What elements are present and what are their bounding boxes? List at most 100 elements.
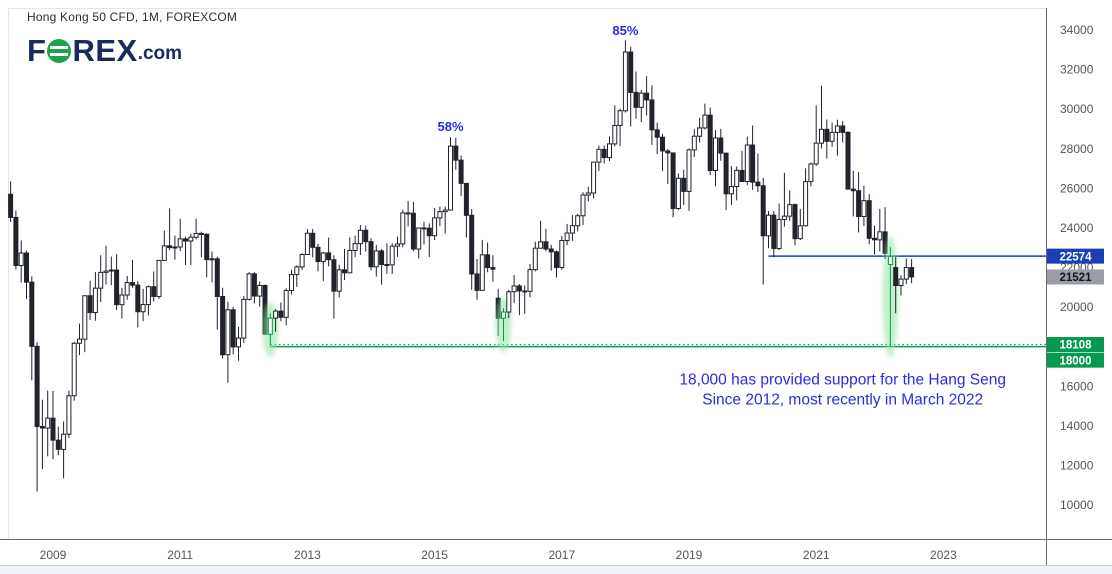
candle[interactable] — [723, 152, 729, 195]
candle[interactable] — [124, 282, 130, 296]
candle[interactable] — [193, 232, 199, 238]
candle[interactable] — [665, 150, 671, 154]
candle[interactable] — [463, 182, 469, 216]
candle[interactable] — [909, 267, 915, 278]
candle[interactable] — [739, 169, 745, 182]
candle[interactable] — [177, 238, 183, 248]
candle[interactable] — [257, 284, 263, 297]
symbol-title[interactable]: Hong Kong 50 CFD, 1M, FOREXCOM — [27, 10, 238, 24]
candle[interactable] — [607, 143, 612, 159]
candle[interactable] — [71, 342, 77, 397]
candle[interactable] — [416, 227, 422, 250]
candle[interactable] — [172, 246, 178, 249]
candle[interactable] — [591, 161, 597, 194]
candle[interactable] — [379, 250, 385, 266]
candle[interactable] — [898, 278, 904, 287]
candle[interactable] — [363, 229, 369, 243]
candle[interactable] — [114, 269, 120, 306]
candle[interactable] — [834, 125, 840, 133]
candle[interactable] — [479, 254, 485, 291]
candle[interactable] — [50, 417, 56, 441]
candle[interactable] — [421, 227, 427, 230]
candle[interactable] — [527, 269, 533, 292]
candle[interactable] — [485, 254, 491, 269]
candle[interactable] — [718, 137, 724, 154]
candle[interactable] — [538, 241, 544, 249]
candle[interactable] — [437, 211, 443, 219]
candle[interactable] — [813, 142, 819, 165]
candle[interactable] — [660, 136, 665, 152]
candle[interactable] — [575, 215, 581, 227]
candle[interactable] — [315, 246, 321, 263]
candle[interactable] — [511, 285, 517, 293]
candle[interactable] — [55, 439, 61, 450]
candle[interactable] — [766, 214, 771, 237]
candle[interactable] — [829, 131, 835, 142]
candle[interactable] — [638, 92, 644, 108]
candle[interactable] — [633, 91, 639, 108]
candle[interactable] — [251, 273, 257, 297]
candle[interactable] — [310, 232, 316, 248]
candle[interactable] — [331, 259, 337, 292]
candle[interactable] — [18, 252, 24, 267]
x-axis-tick[interactable]: 2011 — [167, 548, 193, 562]
candle[interactable] — [744, 144, 750, 182]
candle[interactable] — [13, 216, 19, 267]
candle[interactable] — [299, 253, 305, 268]
candle[interactable] — [893, 267, 899, 287]
candle[interactable] — [797, 225, 803, 240]
candle[interactable] — [792, 204, 798, 240]
candle[interactable] — [675, 177, 681, 210]
candle[interactable] — [771, 214, 777, 249]
candle[interactable] — [887, 255, 893, 266]
candle[interactable] — [204, 233, 210, 261]
candle[interactable] — [61, 433, 67, 450]
candle[interactable] — [220, 295, 226, 356]
candle[interactable] — [103, 270, 109, 273]
candle[interactable] — [474, 273, 480, 291]
candle[interactable] — [506, 291, 512, 313]
candle[interactable] — [458, 159, 464, 184]
candle[interactable] — [469, 214, 475, 275]
candle[interactable] — [697, 127, 703, 137]
candle[interactable] — [432, 217, 438, 237]
candle[interactable] — [554, 251, 559, 268]
candle[interactable] — [750, 144, 756, 183]
candle[interactable] — [819, 128, 824, 144]
candle[interactable] — [236, 337, 241, 348]
x-axis-tick[interactable]: 2013 — [294, 548, 321, 562]
candle[interactable] — [389, 245, 395, 266]
candle[interactable] — [119, 294, 125, 306]
candle[interactable] — [66, 395, 72, 435]
x-axis-tick[interactable]: 2015 — [421, 548, 448, 562]
candle[interactable] — [654, 129, 660, 138]
x-axis-tick[interactable]: 2021 — [803, 548, 830, 562]
candle[interactable] — [82, 295, 88, 340]
candle[interactable] — [840, 125, 846, 133]
candle[interactable] — [612, 124, 618, 145]
candle[interactable] — [596, 148, 602, 163]
candle[interactable] — [548, 248, 554, 253]
candle[interactable] — [585, 192, 591, 196]
candle[interactable] — [776, 218, 782, 249]
candle[interactable] — [183, 238, 188, 242]
candle[interactable] — [373, 250, 379, 268]
candle[interactable] — [580, 194, 586, 217]
x-axis-tick[interactable]: 2023 — [930, 548, 957, 562]
candle[interactable] — [246, 273, 252, 300]
candle[interactable] — [877, 231, 883, 241]
candle[interactable] — [320, 252, 326, 263]
candle[interactable] — [713, 137, 718, 172]
candle[interactable] — [92, 287, 98, 314]
candle[interactable] — [628, 51, 634, 93]
candle[interactable] — [691, 135, 697, 151]
candle[interactable] — [45, 417, 51, 429]
candle[interactable] — [442, 209, 448, 213]
candle[interactable] — [135, 284, 141, 313]
candle[interactable] — [156, 259, 162, 297]
candle[interactable] — [241, 298, 247, 339]
candle[interactable] — [760, 185, 766, 237]
candle[interactable] — [342, 269, 347, 274]
candle[interactable] — [8, 193, 14, 218]
